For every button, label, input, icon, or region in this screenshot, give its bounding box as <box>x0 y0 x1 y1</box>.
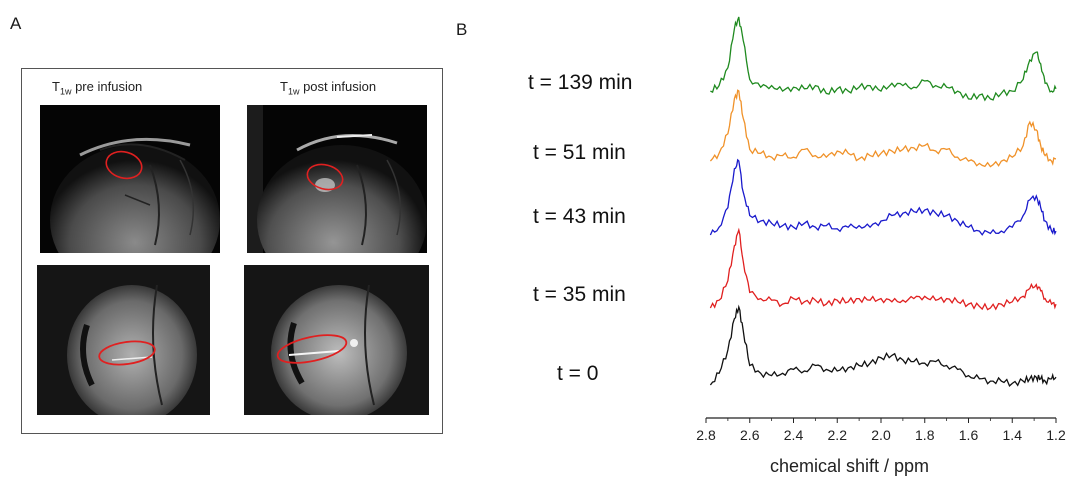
time-label-43: t = 43 min <box>533 205 626 228</box>
spectrum-line-1 <box>709 89 1057 168</box>
x-tick-label: 2.4 <box>784 427 804 443</box>
x-tick-label: 2.8 <box>696 427 716 443</box>
time-label-139: t = 139 min <box>528 71 633 94</box>
x-tick-label: 1.4 <box>1003 427 1023 443</box>
x-tick-label: 2.0 <box>871 427 891 443</box>
caption-pre-infusion: T1w pre infusion <box>52 79 142 97</box>
panel-a-letter: A <box>10 14 22 33</box>
x-tick-label: 2.2 <box>828 427 848 443</box>
caption-pre-sub: 1w <box>59 86 72 97</box>
x-axis-title: chemical shift / ppm <box>770 456 930 476</box>
roi-ellipse <box>306 163 344 191</box>
roi-ellipse <box>98 340 156 366</box>
mri-image-pre-top <box>40 105 220 253</box>
caption-post-infusion: T1w post infusion <box>280 79 376 97</box>
time-label-0: t = 0 <box>557 362 599 385</box>
caption-post-sub: 1w <box>287 86 300 97</box>
caption-post-rest: post infusion <box>299 79 377 94</box>
spectrum-line-0 <box>710 16 1057 102</box>
nmr-spectra-chart: 2.8 2.6 2.4 2.2 2.0 1.8 1.6 1.4 1.2 <box>696 16 1066 443</box>
roi-ellipse <box>276 334 348 364</box>
x-tick-label: 2.6 <box>740 427 760 443</box>
mri-image-post-bottom <box>244 265 429 415</box>
panel-b-letter: B <box>456 20 468 39</box>
time-label-35: t = 35 min <box>533 283 626 306</box>
caption-post-base: T <box>280 79 288 94</box>
caption-pre-base: T <box>52 79 60 94</box>
time-label-51: t = 51 min <box>533 141 626 164</box>
caption-pre-rest: pre infusion <box>71 79 143 94</box>
x-tick-label: 1.6 <box>959 427 979 443</box>
spectrum-line-2 <box>709 158 1057 236</box>
spectrum-line-3 <box>709 227 1057 311</box>
mri-panel: T1w pre infusion T1w post infusion <box>21 68 443 434</box>
spectrum-line-4 <box>709 304 1057 387</box>
x-tick-label: 1.2 <box>1046 427 1066 443</box>
roi-ellipse <box>105 150 143 180</box>
mri-image-pre-bottom <box>37 265 210 415</box>
mri-image-post-top <box>247 105 427 253</box>
x-tick-label: 1.8 <box>915 427 935 443</box>
